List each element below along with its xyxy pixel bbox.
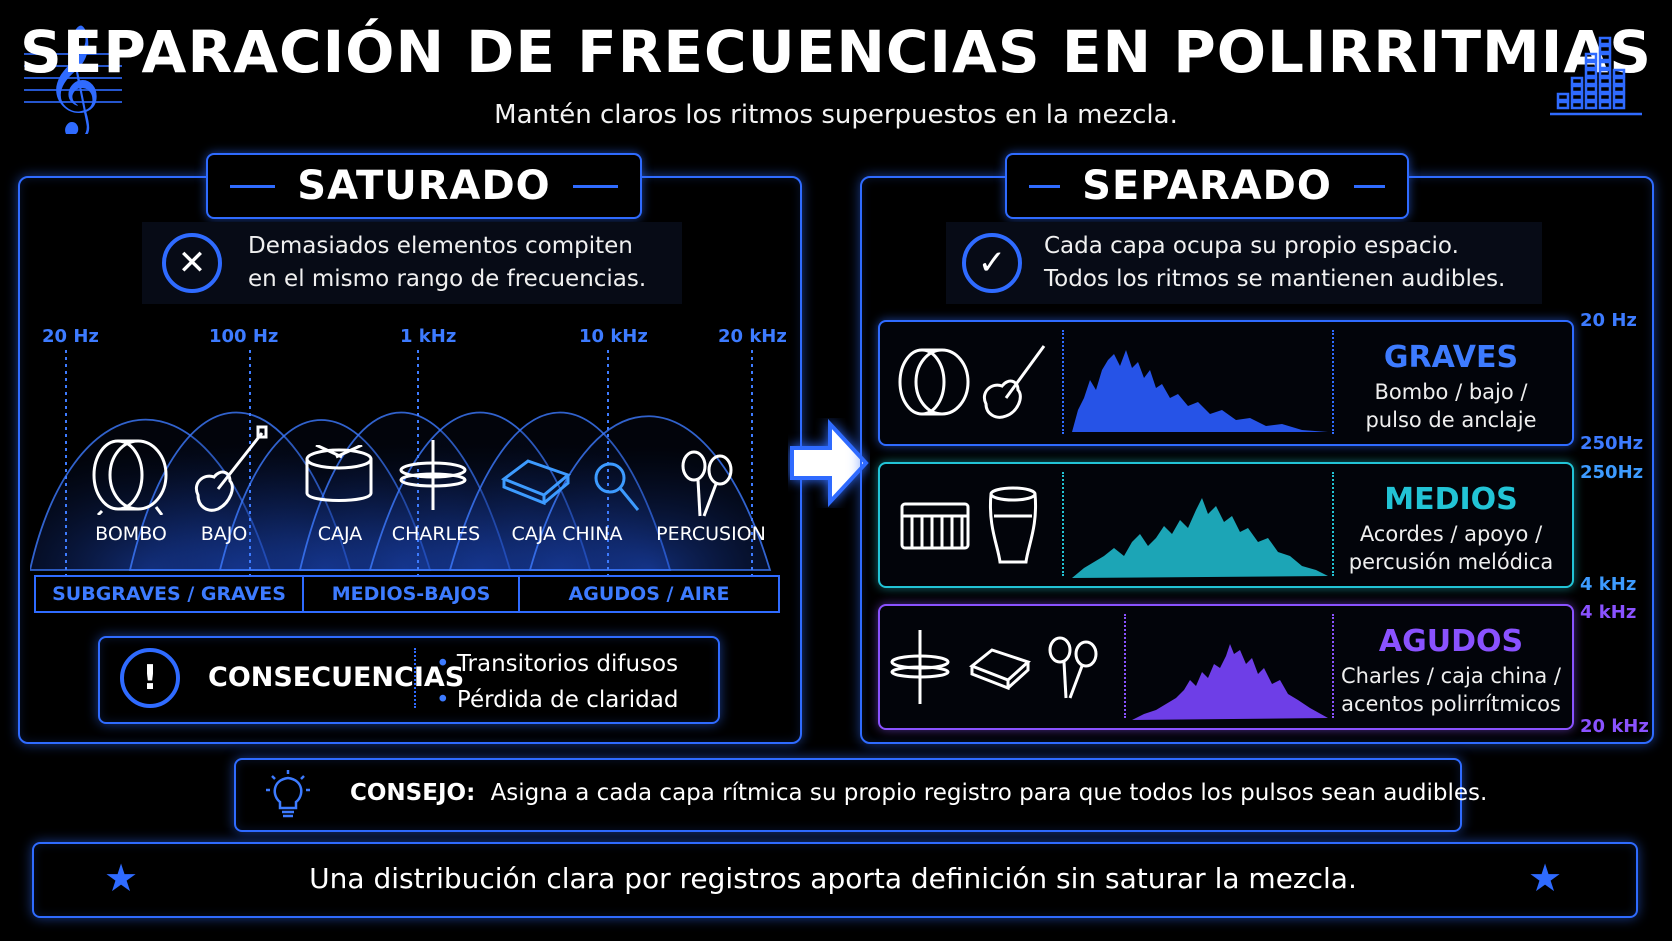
layer-agudos: AGUDOS Charles / caja china / acentos pol… <box>878 604 1574 730</box>
snare-drum-icon <box>302 443 376 507</box>
agudos-spectrum <box>1132 644 1328 720</box>
woodblock-icon <box>500 455 572 506</box>
shaker-icon <box>592 460 642 515</box>
saturated-header-label: SATURADO <box>297 163 551 209</box>
header-dash <box>1353 184 1385 188</box>
layer-title: GRAVES <box>1383 340 1519 375</box>
woodblock-icon <box>969 648 1031 690</box>
layer-divider <box>1332 614 1334 718</box>
svg-text:𝄞: 𝄞 <box>45 23 102 134</box>
equalizer-icon <box>1546 30 1646 120</box>
x-circle-icon: ✕ <box>162 233 222 293</box>
conga-icon <box>988 486 1038 564</box>
list-item: • Pérdida de claridad <box>436 687 679 713</box>
page-subtitle: Mantén claros los ritmos superpuestos en… <box>494 100 1178 130</box>
freq-label: 20 Hz <box>42 326 99 347</box>
instrument-label: BOMBO <box>95 523 167 545</box>
layer-divider <box>1062 330 1064 434</box>
bass-guitar-icon <box>190 425 270 515</box>
band-cell: AGUDOS / AIRE <box>568 583 730 605</box>
graves-spectrum <box>1072 350 1328 432</box>
consequences-box <box>98 636 720 724</box>
band-cell: SUBGRAVES / GRAVES <box>36 577 304 611</box>
note-line: Demasiados elementos compiten <box>248 233 633 259</box>
star-icon: ★ <box>1528 856 1563 900</box>
layer-title: AGUDOS <box>1378 624 1524 659</box>
medios-spectrum <box>1072 498 1328 578</box>
right-arrow-icon <box>788 418 870 508</box>
header-dash <box>1029 184 1061 188</box>
consequences-title: CONSECUENCIAS <box>208 662 465 693</box>
tip-label: CONSEJO: <box>350 780 476 806</box>
hz-label: 20 Hz <box>1580 310 1637 331</box>
separated-header-label: SEPARADO <box>1082 163 1332 209</box>
hz-label: 4 kHz <box>1580 574 1637 595</box>
maracas-icon <box>1048 636 1098 699</box>
layer-medios: MEDIOS Acordes / apoyo / percusión melódi… <box>878 462 1574 588</box>
maracas-icon <box>678 450 738 520</box>
layer-desc: Bombo / bajo / pulso de anclaje <box>1365 380 1537 432</box>
layer-divider <box>1062 472 1064 576</box>
hz-label: 250Hz <box>1580 462 1644 483</box>
hz-label: 250Hz <box>1580 433 1644 454</box>
separated-note: ✓ Cada capa ocupa su propio espacio. Tod… <box>946 222 1542 304</box>
instrument-label: CAJA <box>317 523 363 545</box>
tip-box <box>234 758 1462 832</box>
freq-label: 100 Hz <box>209 326 279 347</box>
freq-label: 10 kHz <box>579 326 648 347</box>
layer-divider <box>1124 614 1126 718</box>
header-dash <box>230 184 276 188</box>
treble-clef-icon: 𝄞 <box>18 14 128 140</box>
separated-header: SEPARADO <box>1005 153 1409 219</box>
band-cell: MEDIOS-BAJOS <box>304 577 520 611</box>
note-line: en el mismo rango de frecuencias. <box>248 266 647 292</box>
tip-body: Asigna a cada capa rítmica su propio reg… <box>490 780 1488 806</box>
tip-text: CONSEJO: Asigna a cada capa rítmica su p… <box>350 780 1487 806</box>
hihat-icon <box>890 630 950 704</box>
warning-icon: ! <box>120 648 180 708</box>
check-circle-icon: ✓ <box>962 233 1022 293</box>
consequences-list: • Transitorios difusos • Pérdida de clar… <box>436 646 678 718</box>
instrument-label: PERCUSION <box>656 523 766 545</box>
layer-desc: Acordes / apoyo / percusión melódica <box>1348 522 1554 574</box>
saturated-header: SATURADO <box>206 153 642 219</box>
layer-divider <box>1332 330 1334 434</box>
freq-label: 20 kHz <box>718 326 787 347</box>
layer-title: MEDIOS <box>1384 482 1518 517</box>
footer-box <box>32 842 1638 918</box>
layer-divider <box>1332 472 1334 576</box>
kick-drum-icon <box>898 348 970 416</box>
instrument-label: BAJO <box>200 523 248 545</box>
saturated-note-text: Demasiados elementos compiten en el mism… <box>248 230 646 296</box>
note-line: Cada capa ocupa su propio espacio. <box>1044 233 1459 259</box>
note-line: Todos los ritmos se mantienen audibles. <box>1044 266 1506 292</box>
hz-label: 4 kHz <box>1580 602 1637 623</box>
saturated-note: ✕ Demasiados elementos compiten en el mi… <box>142 222 682 304</box>
list-item: • Transitorios difusos <box>436 651 679 677</box>
footer-text: Una distribución clara por registros apo… <box>309 862 1357 895</box>
page-title: SEPARACIÓN DE FRECUENCIAS EN POLIRRITMIA… <box>19 18 1652 86</box>
consequences-divider <box>414 648 416 708</box>
freq-label: 1 kHz <box>400 326 457 347</box>
lightbulb-icon <box>258 768 318 820</box>
kick-drum-icon <box>88 435 178 517</box>
header-dash <box>572 184 618 188</box>
separated-note-text: Cada capa ocupa su propio espacio. Todos… <box>1044 230 1505 296</box>
keyboard-icon <box>900 502 970 550</box>
frequency-bands: SUBGRAVES / GRAVES MEDIOS-BAJOS AGUDOS /… <box>34 575 780 613</box>
overlapping-spectrum <box>28 350 790 575</box>
star-icon: ★ <box>104 856 139 900</box>
instrument-label: CHARLES <box>391 523 481 545</box>
instrument-label: CAJA CHINA <box>511 523 623 545</box>
guitar-icon <box>983 345 1046 419</box>
layer-desc: Charles / caja china / acentos polirrítmi… <box>1340 664 1561 716</box>
layer-graves: GRAVES Bombo / bajo / pulso de anclaje <box>878 320 1574 446</box>
hz-label: 20 kHz <box>1580 716 1649 737</box>
hihat-icon <box>398 440 468 510</box>
